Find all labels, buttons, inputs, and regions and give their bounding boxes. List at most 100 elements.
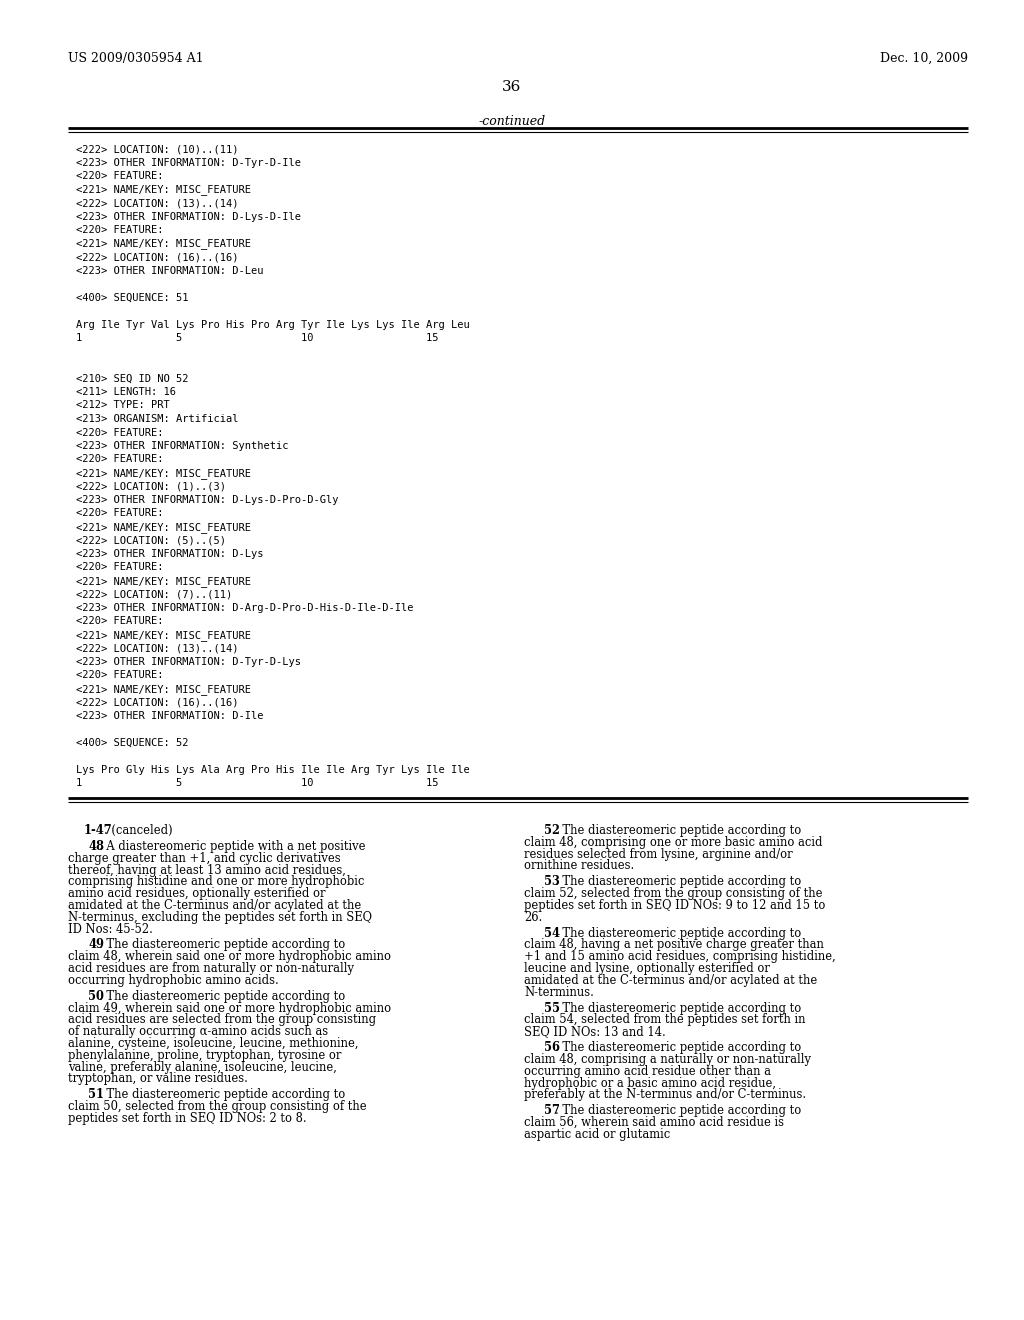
Text: <220> FEATURE:: <220> FEATURE: [76,671,164,681]
Text: tryptophan, or valine residues.: tryptophan, or valine residues. [68,1072,248,1085]
Text: claim 48, wherein said one or more hydrophobic amino: claim 48, wherein said one or more hydro… [68,950,391,964]
Text: acid residues are selected from the group consisting: acid residues are selected from the grou… [68,1014,376,1027]
Text: <223> OTHER INFORMATION: D-Ile: <223> OTHER INFORMATION: D-Ile [76,711,263,721]
Text: <212> TYPE: PRT: <212> TYPE: PRT [76,400,170,411]
Text: 54: 54 [545,927,560,940]
Text: <220> FEATURE:: <220> FEATURE: [76,428,164,437]
Text: 50: 50 [88,990,104,1003]
Text: <221> NAME/KEY: MISC_FEATURE: <221> NAME/KEY: MISC_FEATURE [76,630,251,642]
Text: <221> NAME/KEY: MISC_FEATURE: <221> NAME/KEY: MISC_FEATURE [76,576,251,587]
Text: 1               5                   10                  15: 1 5 10 15 [76,333,438,343]
Text: 55: 55 [545,1002,560,1015]
Text: 48: 48 [88,840,104,853]
Text: ornithine residues.: ornithine residues. [524,859,634,873]
Text: <221> NAME/KEY: MISC_FEATURE: <221> NAME/KEY: MISC_FEATURE [76,521,251,533]
Text: 49: 49 [88,939,104,952]
Text: . The diastereomeric peptide according to: . The diastereomeric peptide according t… [555,875,801,888]
Text: claim 48, comprising a naturally or non-naturally: claim 48, comprising a naturally or non-… [524,1053,811,1067]
Text: <223> OTHER INFORMATION: D-Lys: <223> OTHER INFORMATION: D-Lys [76,549,263,558]
Text: valine, preferably alanine, isoleucine, leucine,: valine, preferably alanine, isoleucine, … [68,1060,337,1073]
Text: . (canceled): . (canceled) [104,824,173,837]
Text: . The diastereomeric peptide according to: . The diastereomeric peptide according t… [555,1041,801,1055]
Text: <222> LOCATION: (13)..(14): <222> LOCATION: (13)..(14) [76,198,239,209]
Text: peptides set forth in SEQ ID NOs: 2 to 8.: peptides set forth in SEQ ID NOs: 2 to 8… [68,1111,306,1125]
Text: <221> NAME/KEY: MISC_FEATURE: <221> NAME/KEY: MISC_FEATURE [76,185,251,195]
Text: <213> ORGANISM: Artificial: <213> ORGANISM: Artificial [76,414,239,424]
Text: <220> FEATURE:: <220> FEATURE: [76,562,164,573]
Text: ID Nos: 45-52.: ID Nos: 45-52. [68,923,153,936]
Text: <223> OTHER INFORMATION: D-Lys-D-Ile: <223> OTHER INFORMATION: D-Lys-D-Ile [76,211,301,222]
Text: <221> NAME/KEY: MISC_FEATURE: <221> NAME/KEY: MISC_FEATURE [76,684,251,694]
Text: amidated at the C-terminus and/or acylated at the: amidated at the C-terminus and/or acylat… [524,974,817,987]
Text: <223> OTHER INFORMATION: D-Tyr-D-Ile: <223> OTHER INFORMATION: D-Tyr-D-Ile [76,157,301,168]
Text: 56: 56 [545,1041,560,1055]
Text: <222> LOCATION: (13)..(14): <222> LOCATION: (13)..(14) [76,644,239,653]
Text: <222> LOCATION: (7)..(11): <222> LOCATION: (7)..(11) [76,590,232,599]
Text: amidated at the C-terminus and/or acylated at the: amidated at the C-terminus and/or acylat… [68,899,361,912]
Text: Dec. 10, 2009: Dec. 10, 2009 [880,51,968,65]
Text: <220> FEATURE:: <220> FEATURE: [76,508,164,519]
Text: <210> SEQ ID NO 52: <210> SEQ ID NO 52 [76,374,188,384]
Text: claim 48, comprising one or more basic amino acid: claim 48, comprising one or more basic a… [524,836,822,849]
Text: charge greater than +1, and cyclic derivatives: charge greater than +1, and cyclic deriv… [68,851,341,865]
Text: 26.: 26. [524,911,543,924]
Text: <220> FEATURE:: <220> FEATURE: [76,616,164,627]
Text: +1 and 15 amino acid residues, comprising histidine,: +1 and 15 amino acid residues, comprisin… [524,950,836,964]
Text: <223> OTHER INFORMATION: D-Arg-D-Pro-D-His-D-Ile-D-Ile: <223> OTHER INFORMATION: D-Arg-D-Pro-D-H… [76,603,414,612]
Text: occurring hydrophobic amino acids.: occurring hydrophobic amino acids. [68,974,279,987]
Text: amino acid residues, optionally esterified or: amino acid residues, optionally esterifi… [68,887,326,900]
Text: claim 49, wherein said one or more hydrophobic amino: claim 49, wherein said one or more hydro… [68,1002,391,1015]
Text: . The diastereomeric peptide according to: . The diastereomeric peptide according t… [555,824,801,837]
Text: <211> LENGTH: 16: <211> LENGTH: 16 [76,387,176,397]
Text: Arg Ile Tyr Val Lys Pro His Pro Arg Tyr Ile Lys Lys Ile Arg Leu: Arg Ile Tyr Val Lys Pro His Pro Arg Tyr … [76,319,470,330]
Text: SEQ ID NOs: 13 and 14.: SEQ ID NOs: 13 and 14. [524,1026,666,1039]
Text: claim 56, wherein said amino acid residue is: claim 56, wherein said amino acid residu… [524,1115,784,1129]
Text: <223> OTHER INFORMATION: D-Leu: <223> OTHER INFORMATION: D-Leu [76,265,263,276]
Text: 36: 36 [503,81,521,94]
Text: peptides set forth in SEQ ID NOs: 9 to 12 and 15 to: peptides set forth in SEQ ID NOs: 9 to 1… [524,899,825,912]
Text: claim 48, having a net positive charge greater than: claim 48, having a net positive charge g… [524,939,824,952]
Text: <222> LOCATION: (16)..(16): <222> LOCATION: (16)..(16) [76,697,239,708]
Text: <221> NAME/KEY: MISC_FEATURE: <221> NAME/KEY: MISC_FEATURE [76,469,251,479]
Text: acid residues are from naturally or non-naturally: acid residues are from naturally or non-… [68,962,354,975]
Text: alanine, cysteine, isoleucine, leucine, methionine,: alanine, cysteine, isoleucine, leucine, … [68,1038,358,1049]
Text: 1               5                   10                  15: 1 5 10 15 [76,779,438,788]
Text: <220> FEATURE:: <220> FEATURE: [76,224,164,235]
Text: N-terminus, excluding the peptides set forth in SEQ: N-terminus, excluding the peptides set f… [68,911,372,924]
Text: comprising histidine and one or more hydrophobic: comprising histidine and one or more hyd… [68,875,365,888]
Text: <220> FEATURE:: <220> FEATURE: [76,172,164,181]
Text: N-terminus.: N-terminus. [524,986,594,999]
Text: <222> LOCATION: (5)..(5): <222> LOCATION: (5)..(5) [76,536,226,545]
Text: occurring amino acid residue other than a: occurring amino acid residue other than … [524,1065,771,1077]
Text: leucine and lysine, optionally esterified or: leucine and lysine, optionally esterifie… [524,962,770,975]
Text: <400> SEQUENCE: 51: <400> SEQUENCE: 51 [76,293,188,302]
Text: preferably at the N-terminus and/or C-terminus.: preferably at the N-terminus and/or C-te… [524,1088,806,1101]
Text: <222> LOCATION: (16)..(16): <222> LOCATION: (16)..(16) [76,252,239,261]
Text: Lys Pro Gly His Lys Ala Arg Pro His Ile Ile Arg Tyr Lys Ile Ile: Lys Pro Gly His Lys Ala Arg Pro His Ile … [76,766,470,775]
Text: 57: 57 [545,1105,560,1117]
Text: . A diastereomeric peptide with a net positive: . A diastereomeric peptide with a net po… [99,840,366,853]
Text: claim 54, selected from the peptides set forth in: claim 54, selected from the peptides set… [524,1014,806,1027]
Text: claim 50, selected from the group consisting of the: claim 50, selected from the group consis… [68,1100,367,1113]
Text: of naturally occurring α-amino acids such as: of naturally occurring α-amino acids suc… [68,1026,328,1039]
Text: residues selected from lysine, arginine and/or: residues selected from lysine, arginine … [524,847,793,861]
Text: <222> LOCATION: (10)..(11): <222> LOCATION: (10)..(11) [76,144,239,154]
Text: thereof, having at least 13 amino acid residues,: thereof, having at least 13 amino acid r… [68,863,346,876]
Text: 1-47: 1-47 [83,824,112,837]
Text: . The diastereomeric peptide according to: . The diastereomeric peptide according t… [99,1088,345,1101]
Text: -continued: -continued [478,115,546,128]
Text: <223> OTHER INFORMATION: D-Lys-D-Pro-D-Gly: <223> OTHER INFORMATION: D-Lys-D-Pro-D-G… [76,495,339,506]
Text: . The diastereomeric peptide according to: . The diastereomeric peptide according t… [99,990,345,1003]
Text: 53: 53 [545,875,560,888]
Text: . The diastereomeric peptide according to: . The diastereomeric peptide according t… [555,1002,801,1015]
Text: <222> LOCATION: (1)..(3): <222> LOCATION: (1)..(3) [76,482,226,491]
Text: US 2009/0305954 A1: US 2009/0305954 A1 [68,51,204,65]
Text: . The diastereomeric peptide according to: . The diastereomeric peptide according t… [555,1105,801,1117]
Text: 51: 51 [88,1088,104,1101]
Text: claim 52, selected from the group consisting of the: claim 52, selected from the group consis… [524,887,822,900]
Text: <220> FEATURE:: <220> FEATURE: [76,454,164,465]
Text: . The diastereomeric peptide according to: . The diastereomeric peptide according t… [99,939,345,952]
Text: 52: 52 [545,824,560,837]
Text: hydrophobic or a basic amino acid residue,: hydrophobic or a basic amino acid residu… [524,1077,776,1089]
Text: phenylalanine, proline, tryptophan, tyrosine or: phenylalanine, proline, tryptophan, tyro… [68,1049,341,1061]
